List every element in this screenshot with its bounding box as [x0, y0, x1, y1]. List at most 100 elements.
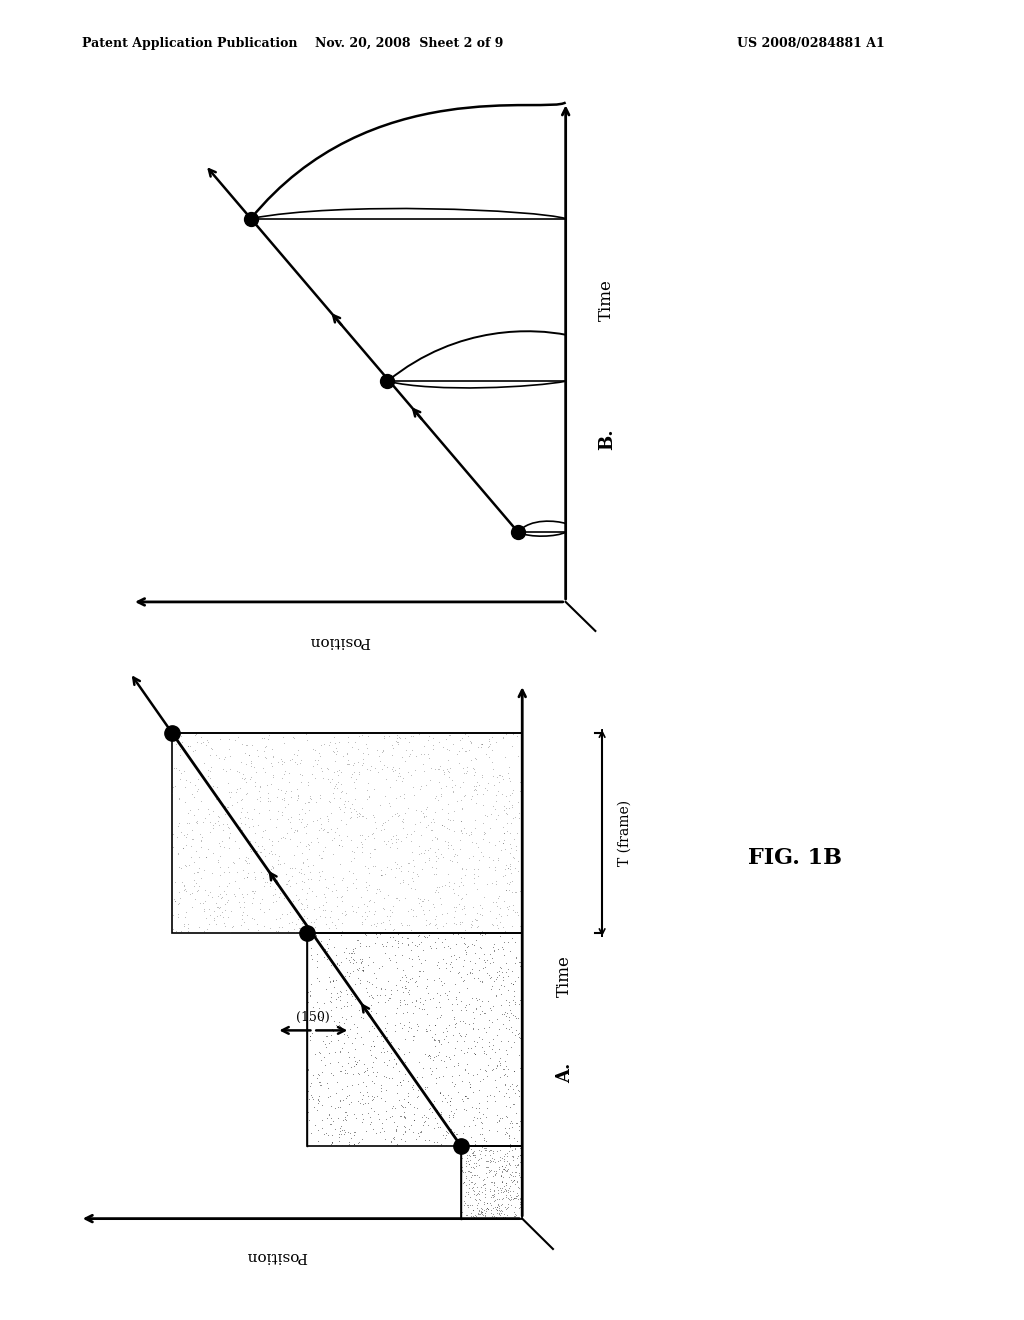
Point — [236, 763, 252, 784]
Point — [362, 995, 379, 1016]
Point — [509, 1185, 525, 1206]
Point — [461, 1154, 477, 1175]
Point — [344, 1032, 360, 1053]
Point — [369, 739, 385, 760]
Point — [451, 1022, 467, 1043]
Point — [303, 944, 319, 965]
Point — [362, 1035, 379, 1056]
Point — [461, 1144, 477, 1166]
Point — [262, 752, 279, 774]
Point — [217, 747, 233, 768]
Point — [345, 1056, 361, 1077]
Point — [469, 1107, 485, 1129]
Point — [347, 777, 364, 799]
Point — [492, 1055, 508, 1076]
Point — [468, 775, 484, 796]
Point — [483, 739, 500, 760]
Point — [457, 741, 473, 762]
Point — [308, 956, 325, 977]
Point — [325, 741, 341, 762]
Point — [472, 1123, 488, 1144]
Point — [329, 1082, 345, 1104]
Point — [209, 896, 225, 917]
Point — [496, 1144, 512, 1166]
Point — [331, 1130, 347, 1151]
Point — [480, 1008, 497, 1030]
Point — [402, 1016, 419, 1038]
Point — [406, 1078, 422, 1100]
Point — [406, 862, 422, 883]
Point — [170, 894, 186, 915]
Point — [502, 770, 518, 791]
Point — [269, 870, 286, 891]
Point — [470, 1148, 486, 1170]
Point — [341, 965, 357, 986]
Point — [508, 946, 524, 968]
Point — [318, 1107, 335, 1129]
Point — [343, 737, 359, 758]
Point — [508, 1074, 524, 1096]
Point — [498, 723, 514, 744]
Point — [396, 1130, 413, 1151]
Point — [462, 1076, 478, 1097]
Point — [212, 836, 228, 857]
Point — [399, 1020, 416, 1041]
Point — [505, 1078, 521, 1100]
Point — [419, 927, 435, 948]
Point — [436, 972, 453, 993]
Point — [358, 1057, 375, 1078]
Point — [487, 1090, 504, 1111]
Point — [484, 1185, 501, 1206]
Point — [347, 937, 364, 958]
Point — [359, 879, 376, 900]
Point — [332, 981, 348, 1002]
Point — [338, 813, 354, 834]
Point — [471, 775, 487, 796]
Point — [203, 744, 219, 766]
Point — [469, 916, 485, 937]
Point — [364, 1086, 380, 1107]
Point — [231, 837, 248, 858]
Point — [289, 789, 305, 810]
Point — [373, 865, 389, 886]
Point — [323, 991, 339, 1012]
Point — [337, 791, 353, 812]
Point — [315, 734, 332, 755]
Point — [250, 814, 266, 836]
Point — [490, 805, 507, 826]
Point — [406, 1097, 422, 1118]
Point — [416, 760, 432, 781]
Point — [508, 1185, 524, 1206]
Point — [399, 824, 416, 845]
Point — [477, 1131, 494, 1152]
Point — [480, 1156, 497, 1177]
Point — [465, 1176, 481, 1197]
Point — [259, 863, 275, 884]
Point — [434, 814, 451, 836]
Point — [495, 866, 511, 887]
Point — [507, 994, 523, 1015]
Point — [456, 1195, 472, 1216]
Point — [187, 723, 204, 744]
Point — [167, 891, 183, 912]
Point — [413, 1121, 429, 1142]
Point — [428, 879, 444, 900]
Point — [398, 993, 415, 1014]
Point — [254, 888, 270, 909]
Point — [471, 1200, 487, 1221]
Point — [485, 1185, 502, 1206]
Point — [437, 874, 454, 895]
Point — [176, 825, 193, 846]
Point — [298, 723, 314, 744]
Point — [281, 870, 297, 891]
Point — [471, 1180, 487, 1201]
Point — [504, 915, 520, 936]
Point — [493, 1166, 509, 1187]
Point — [306, 911, 323, 932]
Point — [488, 809, 505, 830]
Point — [359, 726, 376, 747]
Point — [196, 920, 212, 941]
Point — [474, 1117, 490, 1138]
Point — [484, 913, 501, 935]
Point — [334, 1119, 350, 1140]
